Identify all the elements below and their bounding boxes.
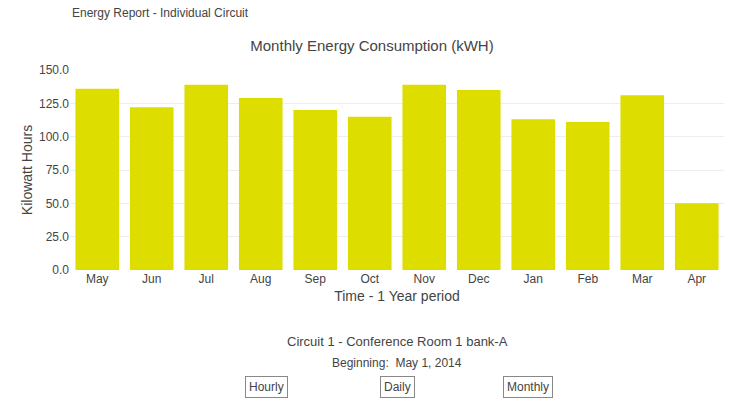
svg-text:May: May xyxy=(86,272,109,286)
svg-text:Monthly: Monthly xyxy=(507,380,549,394)
svg-text:Aug: Aug xyxy=(250,272,271,286)
svg-text:Feb: Feb xyxy=(577,272,598,286)
svg-text:Jan: Jan xyxy=(524,272,543,286)
svg-text:Kilowatt Hours: Kilowatt Hours xyxy=(19,125,35,215)
svg-text:Jun: Jun xyxy=(142,272,161,286)
svg-text:Daily: Daily xyxy=(384,380,411,394)
svg-text:150.0: 150.0 xyxy=(39,63,69,77)
svg-text:0.0: 0.0 xyxy=(52,263,69,277)
svg-text:Dec: Dec xyxy=(468,272,489,286)
svg-text:Jul: Jul xyxy=(199,272,214,286)
svg-text:Circuit 1 - Conference Room 1: Circuit 1 - Conference Room 1 bank-A xyxy=(287,334,508,349)
svg-text:50.0: 50.0 xyxy=(46,197,70,211)
svg-text:Monthly Energy Consumption (kW: Monthly Energy Consumption (kWH) xyxy=(250,37,493,54)
svg-text:Energy Report - Individual Cir: Energy Report - Individual Circuit xyxy=(72,6,249,20)
svg-text:25.0: 25.0 xyxy=(46,230,70,244)
svg-text:100.0: 100.0 xyxy=(39,130,69,144)
svg-text:Time - 1 Year period: Time - 1 Year period xyxy=(334,288,460,304)
svg-text:Oct: Oct xyxy=(360,272,379,286)
svg-text:Apr: Apr xyxy=(687,272,706,286)
svg-text:Sep: Sep xyxy=(305,272,327,286)
svg-text:75.0: 75.0 xyxy=(46,163,70,177)
svg-text:125.0: 125.0 xyxy=(39,97,69,111)
svg-text:Hourly: Hourly xyxy=(249,380,284,394)
svg-text:Mar: Mar xyxy=(632,272,653,286)
svg-text:Nov: Nov xyxy=(414,272,435,286)
svg-text:Beginning: May 1, 2014: Beginning: May 1, 2014 xyxy=(332,356,462,370)
